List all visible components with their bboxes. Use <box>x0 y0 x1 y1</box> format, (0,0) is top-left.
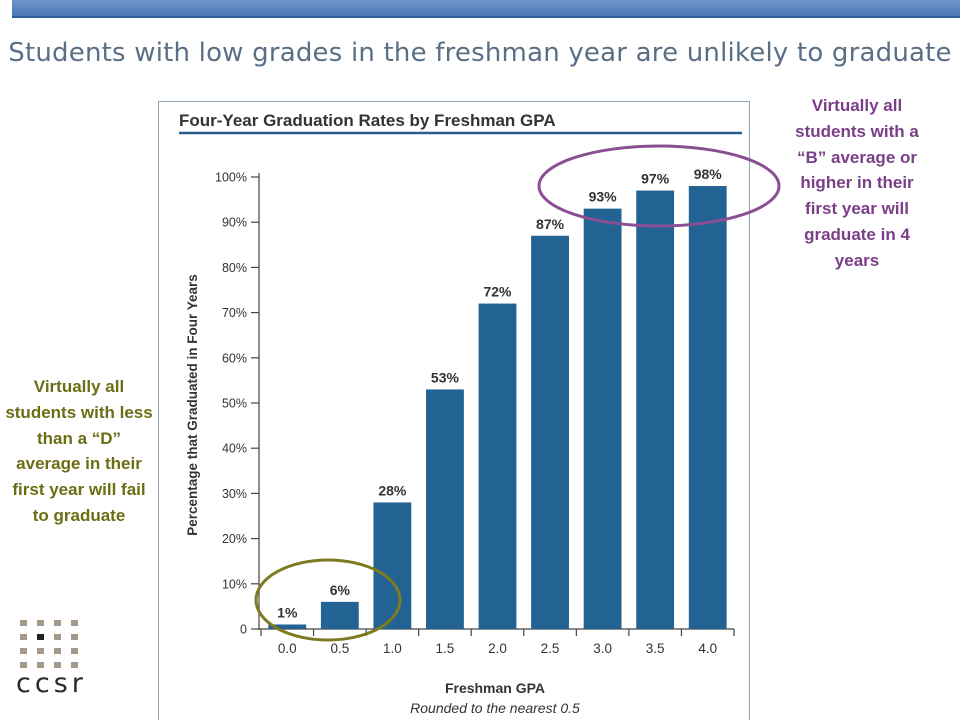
chart-panel: Four-Year Graduation Rates by Freshman G… <box>158 101 750 720</box>
y-tick-label: 60% <box>222 351 247 365</box>
bars <box>268 186 727 629</box>
logo-dot <box>20 634 27 640</box>
logo-dot <box>71 634 78 640</box>
x-axis-label: Freshman GPA <box>445 680 545 696</box>
y-tick-label: 80% <box>222 261 247 275</box>
logo-dot <box>71 648 78 654</box>
logo-dot <box>71 662 78 668</box>
data-label-4.0: 98% <box>694 166 723 182</box>
y-tick-label: 100% <box>215 171 247 185</box>
logo-dot <box>20 662 27 668</box>
bar-0.0 <box>268 624 307 629</box>
data-label-3.5: 97% <box>641 171 670 187</box>
callout-left: Virtually all students with less than a … <box>5 377 153 525</box>
logo-dot-grid <box>20 620 78 668</box>
data-label-0.5: 6% <box>330 582 351 598</box>
top-banner <box>0 0 960 20</box>
bar-2.5 <box>531 235 569 629</box>
x-tick-label: 3.5 <box>646 641 665 656</box>
bar-1.0 <box>373 502 412 629</box>
x-tick-label: 2.5 <box>541 641 560 656</box>
data-label-2.5: 87% <box>536 216 565 232</box>
logo-dot <box>37 648 44 654</box>
chart-title: Four-Year Graduation Rates by Freshman G… <box>179 111 556 130</box>
slide-title: Students with low grades in the freshman… <box>8 38 952 68</box>
logo-dot <box>54 662 61 668</box>
x-axis: 0.0 0.5 1.0 1.5 2.0 2.5 3.0 3.5 4.0 <box>259 628 735 656</box>
data-label-1.5: 53% <box>431 369 460 385</box>
logo-dot <box>71 620 78 626</box>
y-axis-label: Percentage that Graduated in Four Years <box>185 274 200 536</box>
bar-chart: Four-Year Graduation Rates by Freshman G… <box>179 111 742 716</box>
bar-2.0 <box>478 303 517 629</box>
logo-dot <box>37 634 44 640</box>
x-axis-note: Rounded to the nearest 0.5 <box>410 700 580 716</box>
x-tick-label: 0.0 <box>278 641 297 656</box>
ccsr-logo: ccsr <box>14 618 94 699</box>
logo-dot <box>54 648 61 654</box>
x-tick-label: 2.0 <box>488 641 507 656</box>
y-tick-label: 10% <box>222 577 247 591</box>
y-axis: 0 10% 20% 30% 40% 50% 60% 70% 80% 90% 100% <box>215 171 260 637</box>
logo-dot <box>54 620 61 626</box>
y-tick-label: 40% <box>222 442 247 456</box>
x-tick-label: 3.0 <box>593 641 612 656</box>
logo-dot <box>20 648 27 654</box>
data-label-2.0: 72% <box>483 284 512 300</box>
top-banner-band <box>12 0 960 18</box>
y-tick-label: 50% <box>222 397 247 411</box>
logo-text: ccsr <box>16 668 87 699</box>
x-tick-label: 1.0 <box>383 641 402 656</box>
bar-0.5 <box>320 601 359 629</box>
bar-4.0 <box>688 186 727 629</box>
callout-right: Virtually all students with a “B” averag… <box>795 96 919 270</box>
data-label-1.0: 28% <box>378 482 407 498</box>
bar-3.5 <box>636 190 675 629</box>
y-tick-label: 20% <box>222 532 247 546</box>
data-label-0.0: 1% <box>277 604 298 620</box>
bar-3.0 <box>583 208 622 629</box>
y-tick-label: 0 <box>240 623 247 637</box>
y-tick-label: 90% <box>222 216 247 230</box>
logo-dot <box>20 620 27 626</box>
x-tick-label: 0.5 <box>330 641 349 656</box>
logo-dot <box>54 634 61 640</box>
data-label-3.0: 93% <box>589 189 618 205</box>
logo-dot <box>37 662 44 668</box>
y-tick-label: 70% <box>222 306 247 320</box>
logo-dot <box>37 620 44 626</box>
y-tick-label: 30% <box>222 487 247 501</box>
bar-1.5 <box>426 389 464 629</box>
x-tick-label: 1.5 <box>436 641 455 656</box>
x-tick-label: 4.0 <box>698 641 717 656</box>
